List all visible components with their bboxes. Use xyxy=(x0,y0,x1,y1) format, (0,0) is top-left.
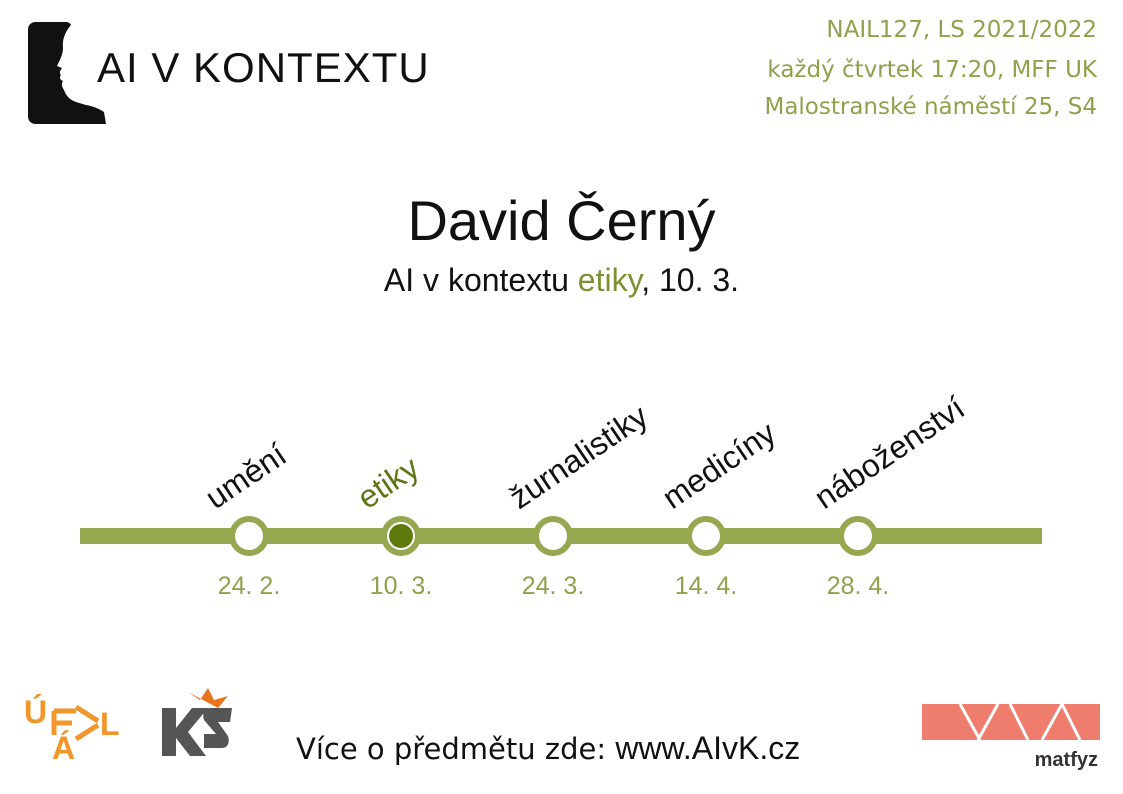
ufal-letter-u: Ú xyxy=(24,694,47,730)
brand-title: AI V KONTEXTU xyxy=(97,44,430,91)
timeline-topic-1: umění xyxy=(199,436,293,516)
course-code: NAIL127, LS 2021/2022 xyxy=(826,17,1097,43)
timeline: umění 24. 2. etiky 10. 3. žurnalistiky 24. 3.… xyxy=(80,389,1042,600)
schedule-line: každý čtvrtek 17:20, MFF UK xyxy=(767,57,1097,83)
timeline-stop-5 xyxy=(838,516,878,556)
timeline-topic-4: medicíny xyxy=(656,414,782,515)
timeline-date-2: 10. 3. xyxy=(370,572,433,600)
subtitle-prefix: AI v kontextu xyxy=(383,262,578,298)
ufal-letter-l: L xyxy=(100,706,120,742)
ks-logo xyxy=(162,688,232,756)
ufal-logo: Ú L Á xyxy=(24,694,120,763)
matfyz-logo: matfyz xyxy=(922,704,1100,770)
subtitle-topic: etiky xyxy=(577,262,642,298)
speaker-name: David Černý xyxy=(407,189,716,252)
timeline-stop-4 xyxy=(686,516,726,556)
timeline-date-3: 24. 3. xyxy=(522,572,585,600)
footer-more-info: Více o předmětu zde: www.AIvK.cz xyxy=(296,730,800,767)
website-link[interactable]: www.AIvK.cz xyxy=(615,730,801,766)
timeline-topic-3: žurnalistiky xyxy=(503,397,654,515)
timeline-date-5: 28. 4. xyxy=(827,572,890,600)
footer-prefix: Více o předmětu zde: xyxy=(296,732,616,766)
timeline-stop-3 xyxy=(533,516,573,556)
location-line: Malostranské náměstí 25, S4 xyxy=(764,94,1097,120)
matfyz-wordmark: matfyz xyxy=(1035,749,1098,770)
head-profile-logo xyxy=(28,22,106,124)
timeline-active-dot xyxy=(389,524,413,548)
ufal-letter-a: Á xyxy=(52,730,75,763)
timeline-topic-5: náboženství xyxy=(808,389,971,515)
talk-subtitle: AI v kontextu etiky, 10. 3. xyxy=(0,262,1123,299)
timeline-stop-1 xyxy=(229,516,269,556)
timeline-date-1: 24. 2. xyxy=(218,572,281,600)
timeline-topic-2: etiky xyxy=(351,449,426,516)
subtitle-suffix: , 10. 3. xyxy=(641,262,740,298)
timeline-date-4: 14. 4. xyxy=(675,572,738,600)
